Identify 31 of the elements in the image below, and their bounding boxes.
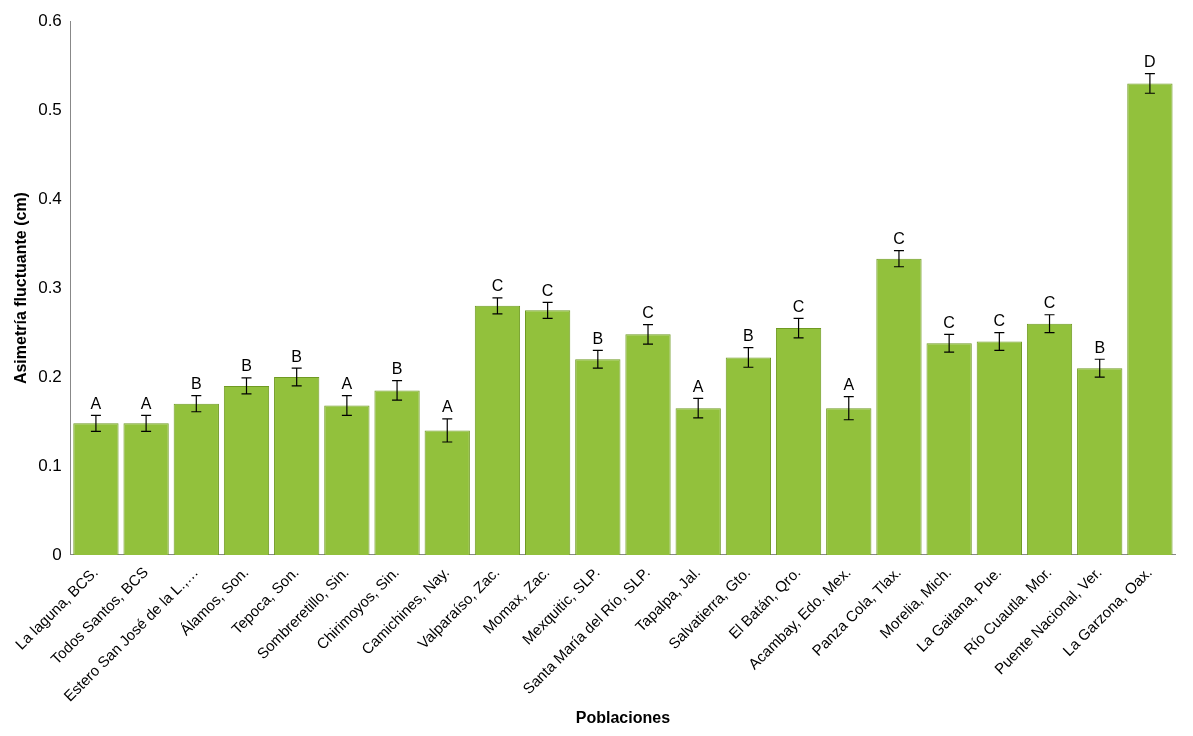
data-label: A (692, 377, 704, 395)
y-tick-label: 0.1 (38, 455, 62, 475)
data-label: B (391, 360, 403, 377)
y-axis-title: Asimetría fluctuante (cm) (12, 192, 30, 385)
data-label: C (1043, 294, 1056, 312)
data-label: B (190, 375, 202, 393)
y-tick-label: 0 (52, 544, 62, 564)
data-label: C (541, 281, 554, 299)
data-label: C (893, 230, 905, 248)
y-tick-label: 0.6 (38, 10, 62, 30)
y-tick-label: 0.2 (38, 366, 62, 386)
data-label: C (792, 297, 805, 315)
data-label: D (1144, 53, 1156, 71)
data-label: A (140, 394, 152, 412)
data-label: B (592, 329, 604, 347)
data-label: C (642, 303, 654, 321)
data-label: C (943, 313, 955, 331)
data-label: C (491, 277, 504, 295)
y-tick-label: 0.3 (38, 277, 62, 297)
data-label: C (993, 311, 1006, 329)
data-label: B (241, 357, 252, 375)
data-label: B (743, 327, 754, 345)
data-label: A (843, 376, 855, 394)
data-label: A (341, 375, 353, 393)
y-tick-label: 0.5 (38, 99, 62, 119)
data-label: A (90, 394, 102, 412)
data-label: B (291, 347, 303, 365)
y-tick-label: 0.4 (38, 188, 62, 208)
x-axis-title: Poblaciones (575, 708, 671, 726)
data-label: B (1094, 338, 1106, 356)
data-label: A (441, 398, 453, 416)
